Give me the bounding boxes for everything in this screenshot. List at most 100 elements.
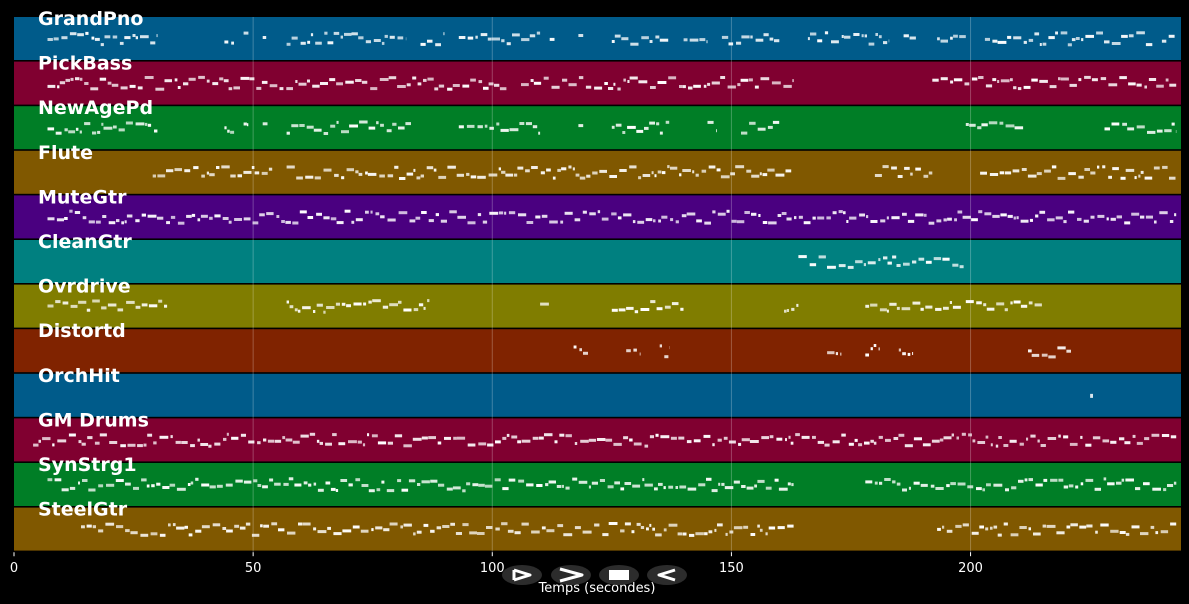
note-segment <box>1003 444 1009 447</box>
fast-forward-button[interactable] <box>551 565 591 585</box>
note-segment <box>118 128 125 132</box>
note-segment <box>543 76 549 80</box>
note-segment <box>796 303 799 307</box>
note-segment <box>69 209 73 213</box>
note-segment <box>952 263 959 267</box>
note-segment <box>420 42 426 46</box>
note-segment <box>989 173 999 176</box>
note-segment <box>112 35 118 39</box>
note-segment <box>412 437 422 441</box>
note-segment <box>296 176 303 180</box>
note-segment <box>190 444 195 448</box>
note-segment <box>663 528 667 532</box>
note-segment <box>398 126 405 130</box>
note-segment <box>554 440 558 444</box>
note-segment <box>624 522 631 526</box>
note-segment <box>617 87 621 91</box>
note-segment <box>381 480 385 484</box>
note-segment <box>313 128 322 132</box>
note-segment <box>1018 479 1024 483</box>
note-segment <box>1029 218 1033 222</box>
play-button[interactable] <box>502 565 542 585</box>
note-segment <box>656 122 660 126</box>
note-segment <box>915 167 921 171</box>
note-segment <box>480 33 488 37</box>
note-segment <box>726 209 730 213</box>
note-segment <box>626 306 634 310</box>
note-segment <box>1106 217 1109 221</box>
note-segment <box>642 478 645 482</box>
note-segment <box>348 440 357 444</box>
note-segment <box>243 122 247 126</box>
note-segment <box>379 174 385 178</box>
rewind-button[interactable] <box>647 565 687 585</box>
note-segment <box>1116 481 1122 485</box>
note-segment <box>462 84 470 88</box>
note-segment <box>82 216 87 220</box>
note-segment <box>1121 34 1128 38</box>
note-segment <box>540 171 545 175</box>
note-segment <box>55 300 61 304</box>
note-segment <box>240 433 246 437</box>
note-segment <box>164 79 172 83</box>
note-segment <box>660 435 670 439</box>
note-segment <box>477 125 483 129</box>
note-segment <box>613 82 616 86</box>
note-segment <box>761 436 769 440</box>
note-segment <box>501 522 508 526</box>
note-segment <box>678 436 685 440</box>
note-segment <box>861 34 864 38</box>
note-segment <box>64 217 68 220</box>
note-segment <box>903 262 910 266</box>
note-segment <box>1081 38 1084 42</box>
note-segment <box>551 85 560 89</box>
note-segment <box>94 441 100 445</box>
note-segment <box>997 80 1000 83</box>
note-segment <box>583 351 588 355</box>
note-segment <box>1091 78 1098 82</box>
note-segment <box>957 210 963 214</box>
note-segment <box>450 522 455 526</box>
note-segment <box>495 527 500 531</box>
note-segment <box>1100 523 1109 527</box>
note-segment <box>467 36 474 40</box>
note-segment <box>532 125 538 129</box>
note-segment <box>849 216 857 220</box>
note-segment <box>332 433 337 437</box>
note-segment <box>462 523 469 527</box>
note-segment <box>388 76 397 80</box>
note-segment <box>1167 484 1174 487</box>
note-segment <box>406 83 411 87</box>
note-segment <box>252 221 259 225</box>
note-group <box>47 120 1177 135</box>
note-segment <box>1165 78 1169 82</box>
note-segment <box>886 216 889 220</box>
note-segment <box>1125 478 1134 482</box>
note-segment <box>912 301 921 305</box>
note-segment <box>699 38 706 42</box>
note-segment <box>413 308 419 312</box>
note-segment <box>939 438 944 442</box>
note-segment <box>1153 166 1160 170</box>
note-segment <box>125 482 131 486</box>
note-segment <box>1128 34 1134 38</box>
note-segment <box>1156 84 1164 88</box>
note-segment <box>148 304 158 308</box>
note-segment <box>854 438 858 442</box>
note-segment <box>276 215 280 218</box>
note-segment <box>620 487 625 491</box>
note-group <box>47 299 1042 314</box>
note-segment <box>831 40 839 44</box>
note-segment <box>1119 437 1125 441</box>
note-segment <box>1136 31 1145 35</box>
note-segment <box>976 301 982 305</box>
note-segment <box>307 79 310 83</box>
note-segment <box>786 309 789 312</box>
note-segment <box>336 221 344 225</box>
note-segment <box>946 529 953 533</box>
note-segment <box>417 483 421 486</box>
note-segment <box>549 37 555 41</box>
note-segment <box>1012 169 1020 173</box>
stop-button[interactable] <box>599 565 639 585</box>
note-segment <box>655 533 662 537</box>
